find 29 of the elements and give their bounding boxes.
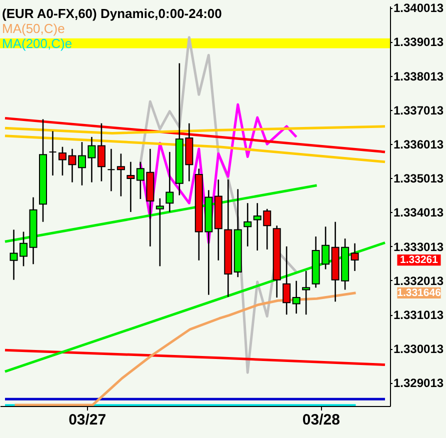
candlestick (107, 148, 116, 192)
text: MA(50,C)e (2, 21, 65, 36)
x-tick-label: 03/27 (68, 412, 106, 428)
chart-title: (EUR A0-FX,60) Dynamic,0:00-24:00 (2, 6, 222, 21)
text: 1.331646 (397, 286, 442, 299)
y-tick-label: 1.329013 (394, 376, 444, 390)
y-tick-label: 1.336013 (394, 138, 444, 152)
candlestick (244, 202, 252, 248)
candlestick (48, 130, 57, 176)
y-tick-label: 1.331013 (394, 308, 444, 322)
y-tick-label: 1.334013 (394, 206, 444, 220)
candlestick (126, 161, 135, 213)
y-tick-label: 1.330013 (394, 342, 444, 356)
y-tick-label: 1.340013 (394, 1, 444, 16)
y-tick-label: 1.337013 (394, 103, 444, 118)
x-tick-label: 03/28 (302, 412, 340, 428)
candlestick (116, 153, 125, 197)
candlestick (350, 242, 359, 272)
y-tick-label: 1.335013 (394, 172, 444, 186)
y-tick-label: 1.339013 (394, 35, 444, 50)
candlestick (282, 246, 291, 316)
y-tick-label: 1.333013 (394, 240, 444, 254)
candlestick (97, 122, 106, 182)
text: MA(200,C)e (2, 36, 72, 51)
candlestick (292, 280, 300, 314)
candlestick (302, 270, 310, 316)
y-tick-label: 1.338013 (394, 69, 444, 84)
text: 1.33261 (400, 254, 438, 266)
y-tick-label: 1.332013 (394, 274, 444, 288)
